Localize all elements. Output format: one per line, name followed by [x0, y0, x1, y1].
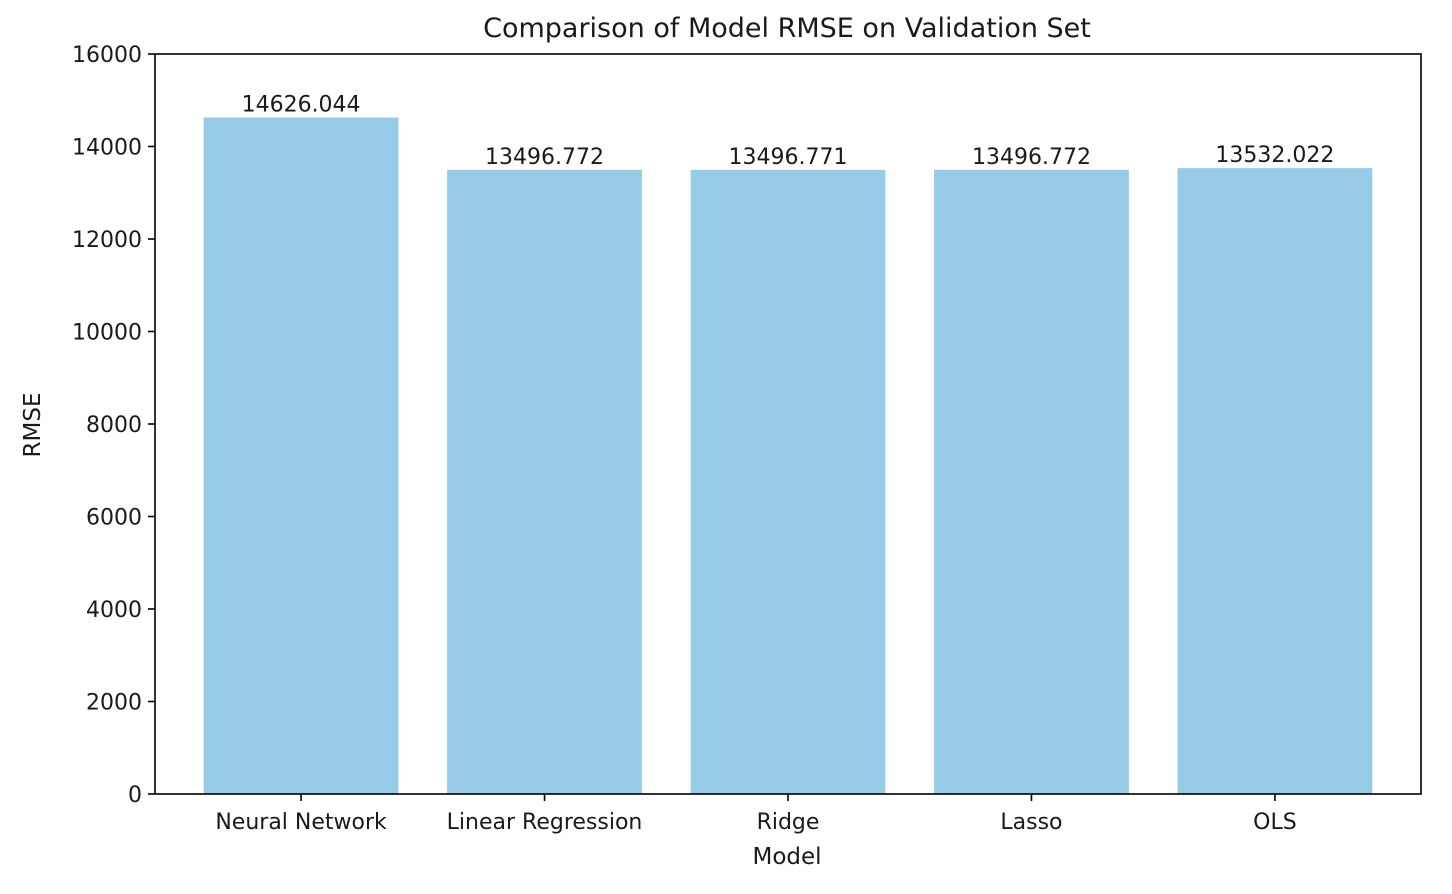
x-tick-label: Linear Regression — [447, 810, 643, 835]
y-tick-label: 2000 — [86, 691, 142, 716]
x-tick-label: Neural Network — [215, 810, 387, 835]
x-tick-label: Ridge — [757, 810, 820, 835]
chart-title: Comparison of Model RMSE on Validation S… — [483, 13, 1091, 44]
data-labels-layer: 14626.044 13496.772 13496.771 13496.772 1353… — [242, 93, 1335, 170]
bar — [203, 117, 399, 794]
bar — [1177, 168, 1373, 794]
y-axis-label: RMSE — [20, 393, 46, 458]
bars-layer — [203, 117, 1373, 794]
data-label: 13496.771 — [729, 145, 848, 170]
y-tick-label: 10000 — [72, 321, 142, 346]
y-tick-label: 12000 — [72, 228, 142, 253]
plot-frame — [154, 53, 1422, 795]
y-tick-label: 0 — [128, 783, 142, 808]
bar — [690, 169, 886, 794]
x-tick-label: Lasso — [1000, 810, 1062, 835]
x-tick-label: OLS — [1253, 810, 1297, 835]
x-axis-label: Model — [752, 844, 821, 870]
y-tick-label: 16000 — [72, 43, 142, 68]
y-tick-label: 14000 — [72, 136, 142, 161]
data-label: 13496.772 — [485, 145, 604, 170]
bar — [934, 169, 1129, 794]
y-tick-label: 8000 — [86, 413, 142, 438]
data-label: 14626.044 — [242, 93, 361, 118]
data-label: 13532.022 — [1215, 143, 1334, 168]
y-axis: 0 2000 4000 6000 8000 10000 12000 14000 16000 — [72, 43, 155, 808]
bar — [447, 169, 642, 794]
y-tick-label: 4000 — [86, 598, 142, 623]
y-tick-label: 6000 — [86, 506, 142, 531]
data-label: 13496.772 — [972, 145, 1091, 170]
x-axis: Neural Network Linear Regression Ridge Lass… — [215, 794, 1297, 835]
